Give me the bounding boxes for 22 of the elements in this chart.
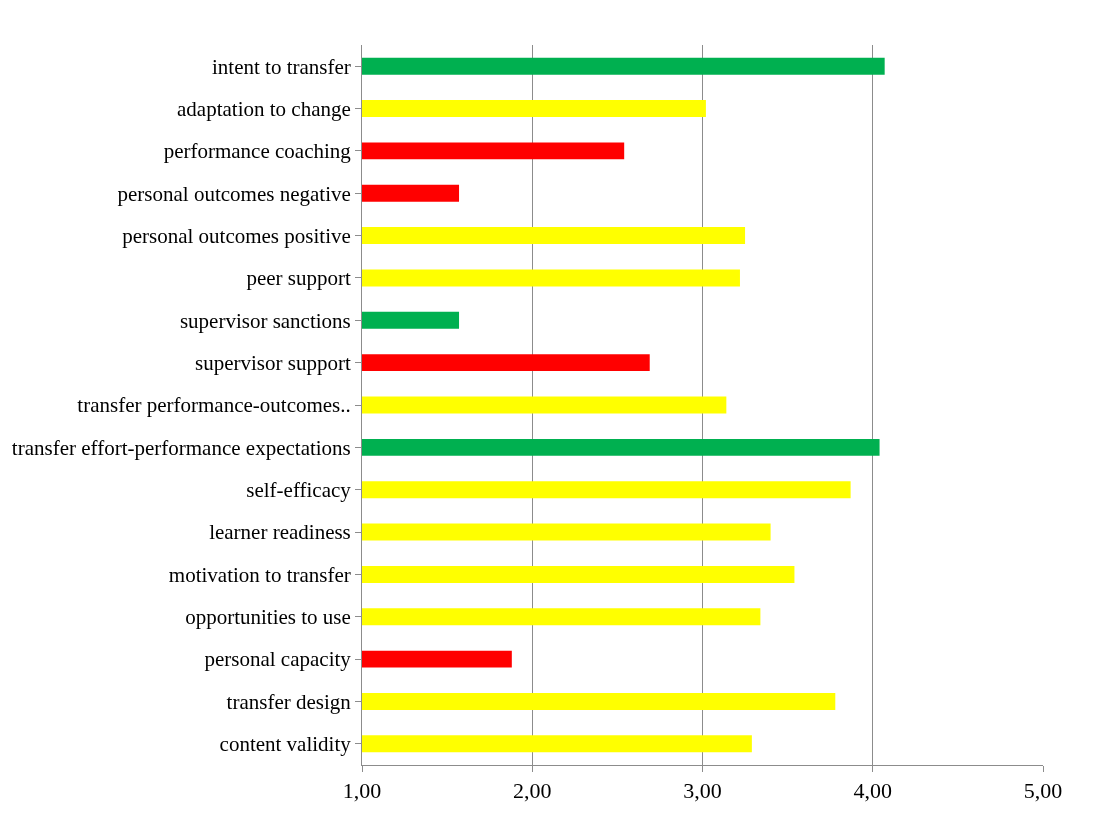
y-tick-label: transfer effort-performance expectations: [11, 435, 351, 460]
y-tick-label: supervisor support: [195, 351, 351, 375]
y-tick-label: adaptation to change: [177, 96, 351, 121]
y-tick-label: content validity: [219, 732, 352, 757]
y-tick-label: opportunities to use: [185, 605, 351, 630]
y-tick-label: personal outcomes positive: [122, 223, 351, 248]
x-tick-label: 1,00: [342, 778, 382, 804]
x-tick-label: 4,00: [853, 778, 892, 804]
y-tick-label: supervisor sanctions: [179, 308, 351, 333]
y-tick-label: learner readiness: [209, 520, 351, 545]
y-tick-label: transfer design: [226, 689, 352, 714]
y-tick-label: performance coaching: [163, 139, 352, 164]
y-tick-label: self-efficacy: [246, 478, 352, 503]
x-tick-label: 2,00: [513, 778, 552, 804]
y-tick-label: intent to transfer: [212, 54, 351, 79]
y-tick-label: personal capacity: [204, 647, 352, 672]
y-tick-label: peer support: [246, 266, 351, 291]
x-tick-label: 5,00: [1023, 778, 1063, 804]
y-tick-label: transfer performance-outcomes..: [77, 393, 351, 418]
y-tick-label: motivation to transfer: [168, 562, 351, 587]
x-tick-label: 3,00: [683, 778, 722, 804]
y-tick-label: personal outcomes negative: [117, 181, 351, 206]
